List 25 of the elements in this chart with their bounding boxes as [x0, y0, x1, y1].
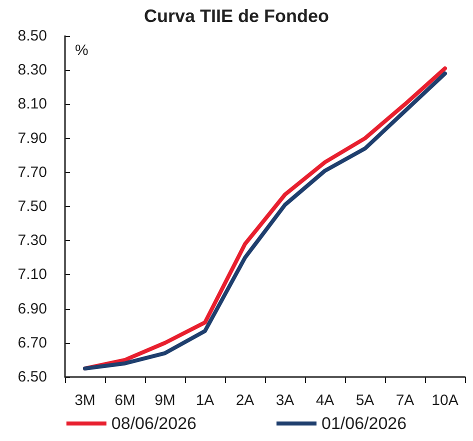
x-tick-label: 9M: [154, 392, 176, 409]
y-tick-label: 7.10: [18, 266, 47, 284]
x-tick-label: 2A: [236, 392, 254, 409]
y-tick-label: 6.90: [18, 300, 47, 318]
x-tick-label: 10A: [432, 392, 458, 409]
y-tick-label: 6.70: [18, 334, 47, 352]
y-tick-label: 8.30: [18, 62, 47, 79]
y-tick-label: 7.50: [18, 198, 47, 215]
x-tick-label: 3M: [74, 392, 96, 409]
y-tick-label: 6.50: [18, 368, 47, 386]
y-tick-label: 7.70: [18, 164, 47, 181]
y-tick-label: 7.90: [18, 130, 47, 147]
legend-label: 08/06/2026: [111, 414, 197, 433]
x-tick-label: 6M: [114, 392, 136, 409]
y-tick-label: 8.50: [18, 28, 47, 44]
y-tick-label: 7.30: [18, 232, 47, 250]
x-tick-label: 3A: [276, 392, 294, 409]
y-tick-label: 8.10: [18, 96, 47, 113]
x-tick-label: 1A: [196, 392, 214, 409]
x-tick-label: 4A: [316, 392, 334, 409]
x-tick-label: 5A: [356, 392, 374, 409]
y-axis-title: %: [75, 42, 88, 59]
chart-title: Curva TIIE de Fondeo: [144, 6, 330, 26]
x-tick-label: 7A: [396, 392, 414, 409]
legend-label: 01/06/2026: [322, 414, 407, 433]
